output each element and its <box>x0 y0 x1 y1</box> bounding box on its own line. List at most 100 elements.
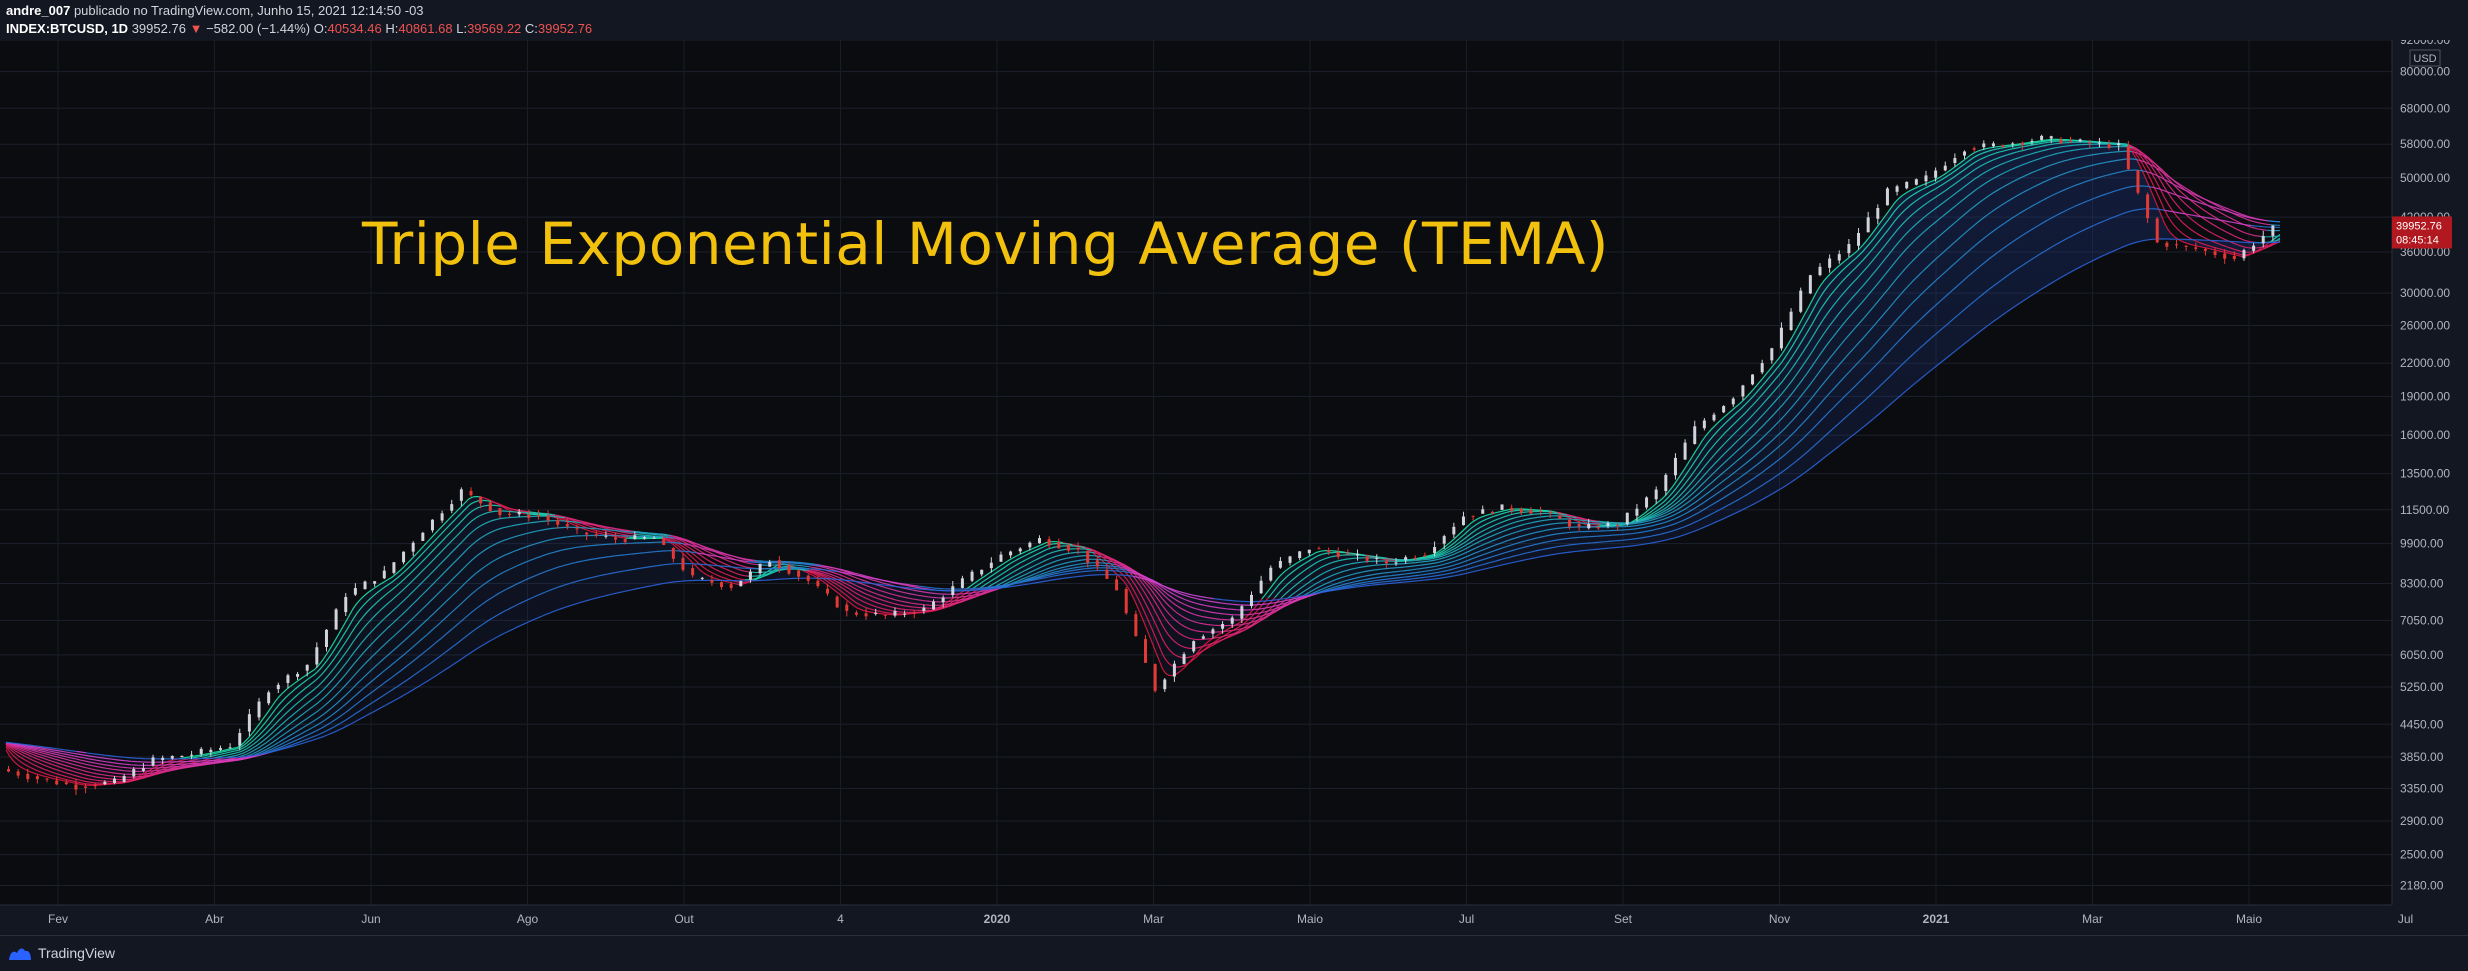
time-tick-label: 2020 <box>984 912 1011 926</box>
candle-body <box>16 771 20 776</box>
candle-body <box>604 535 608 537</box>
candle-body <box>565 524 569 527</box>
candle-body <box>1751 374 1755 385</box>
candle-body <box>151 757 155 766</box>
tema-line <box>2267 220 2281 223</box>
price-tick-label: 26000.00 <box>2400 319 2450 333</box>
price-tick-label: 92000.00 <box>2400 40 2450 47</box>
candle-body <box>739 580 743 587</box>
tema-line <box>5 741 77 753</box>
time-tick-label: Mar <box>2082 912 2103 926</box>
price-tick-label: 80000.00 <box>2400 65 2450 79</box>
time-tick-label: Jul <box>1459 912 1474 926</box>
candles <box>7 134 2275 795</box>
ohlc-legend: INDEX:BTCUSD, 1D 39952.76 ▼ −582.00 (−1.… <box>6 21 592 36</box>
candle-body <box>1529 509 1533 514</box>
tema-line <box>683 543 755 561</box>
candle-body <box>1066 544 1070 551</box>
candle-body <box>161 757 165 760</box>
candle-body <box>1452 526 1456 535</box>
candle-body <box>1567 519 1571 527</box>
tema-line <box>262 550 697 755</box>
time-tick-label: Fev <box>48 912 68 926</box>
tema-line <box>1001 558 1108 589</box>
chart-area[interactable]: 92000.00 80000.00 68000.00 58000.00 50000.00… <box>0 33 2468 935</box>
tema-line <box>985 548 1092 590</box>
candle-body <box>1645 497 1649 508</box>
candle-body <box>2136 170 2140 193</box>
publish-info: andre_007 publicado no TradingView.com, … <box>6 3 424 18</box>
time-tick-label: Maio <box>1297 912 1323 926</box>
time-axis-bg[interactable] <box>0 905 2468 935</box>
candle-body <box>614 537 618 540</box>
tema-line <box>1062 542 1263 677</box>
close-label: C: <box>524 21 538 36</box>
candle-body <box>1346 553 1350 555</box>
candle-body <box>1741 385 1745 397</box>
candle-body <box>1664 474 1668 491</box>
price-axis[interactable]: 92000.00 80000.00 68000.00 58000.00 50000.00… <box>2400 33 2450 893</box>
candle-body <box>2242 250 2246 259</box>
candle-body <box>180 755 184 758</box>
candle-body <box>2175 244 2179 246</box>
tema-line <box>1133 575 1214 600</box>
candle-body <box>1702 420 1706 429</box>
tema-line <box>837 571 919 587</box>
ribbon-fill <box>6 139 2280 786</box>
candle-body <box>363 581 367 590</box>
price-tag-countdown: 08:45:14 <box>2396 234 2439 246</box>
tradingview-brand[interactable]: TradingView <box>8 944 115 962</box>
tema-line <box>965 540 1063 590</box>
publisher-name[interactable]: andre_007 <box>6 3 71 18</box>
candle-body <box>170 756 174 759</box>
tema-line <box>253 534 675 756</box>
time-tick-label: Maio <box>2236 912 2262 926</box>
candle-body <box>662 538 666 545</box>
candle-body <box>402 551 406 563</box>
chart-title: Triple Exponential Moving Average (TEMA) <box>362 210 1609 278</box>
candle-body <box>960 578 964 588</box>
tema-line <box>1274 554 1388 598</box>
time-axis[interactable]: Fev Abr Jun Ago Out 4 2020 Mar Maio Jul Set Nov 2021… <box>48 912 2413 926</box>
price-tag-box <box>2392 216 2452 249</box>
currency-label: USD <box>2413 53 2436 65</box>
candle-body <box>951 586 955 596</box>
candle-body <box>84 786 88 788</box>
candle-body <box>1934 170 1938 178</box>
change-value: −582.00 (−1.44%) <box>206 21 311 36</box>
candle-body <box>1009 551 1013 556</box>
candle-body <box>1943 165 1947 171</box>
tema-line <box>696 552 748 563</box>
candle-body <box>1153 664 1157 691</box>
price-tick-label: 30000.00 <box>2400 286 2450 300</box>
candle-body <box>797 570 801 577</box>
tema-line <box>500 505 530 513</box>
candle-body <box>1269 567 1273 581</box>
tema-line <box>1213 238 2281 603</box>
candle-body <box>228 747 232 749</box>
tema-line <box>1287 515 1577 599</box>
candle-body <box>1240 606 1244 619</box>
candle-body <box>826 588 830 594</box>
symbol-label[interactable]: INDEX:BTCUSD, 1D <box>6 21 129 36</box>
candle-body <box>64 782 68 785</box>
candle-body <box>1799 290 1803 312</box>
candle-body <box>1365 557 1369 561</box>
price-tick-label: 4450.00 <box>2400 717 2444 731</box>
candle-body <box>1047 539 1051 546</box>
candle-body <box>498 508 502 516</box>
candle-body <box>112 778 116 783</box>
candle-body <box>2146 194 2150 219</box>
candle-body <box>720 582 724 588</box>
currency-badge[interactable]: USD <box>2409 49 2441 67</box>
candle-body <box>883 614 887 616</box>
chart-svg[interactable]: 92000.00 80000.00 68000.00 58000.00 50000.00… <box>0 33 2468 935</box>
candle-body <box>816 580 820 587</box>
candle-body <box>932 601 936 610</box>
candle-body <box>2107 144 2111 148</box>
tema-line <box>5 742 264 766</box>
price-axis-bg[interactable] <box>2392 40 2468 905</box>
candle-body <box>1404 557 1408 561</box>
candle-body <box>267 692 271 704</box>
tema-line <box>201 504 501 759</box>
